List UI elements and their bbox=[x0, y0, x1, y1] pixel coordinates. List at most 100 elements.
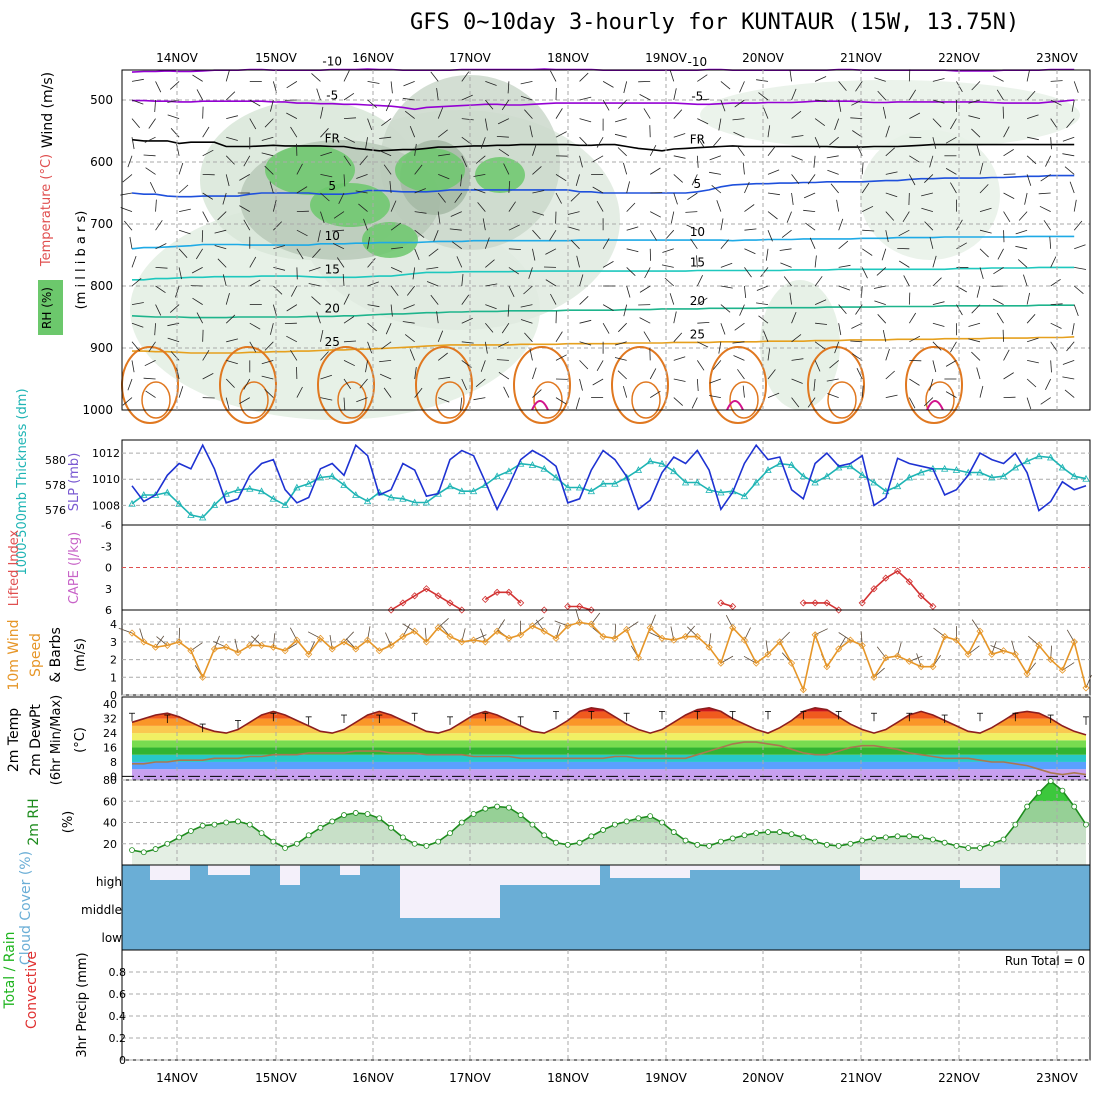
wind-barb bbox=[567, 211, 580, 215]
wind-barb bbox=[403, 304, 415, 310]
wind-speed-series-point bbox=[411, 627, 419, 635]
wind-barb bbox=[358, 203, 368, 212]
isotherm-label: -5 bbox=[691, 89, 703, 103]
lifted-index-series-point bbox=[411, 592, 419, 600]
wind-speed-series-point bbox=[387, 641, 395, 649]
lifted-index-series-point bbox=[835, 606, 843, 614]
rh-series-point bbox=[187, 828, 194, 834]
wind-barb bbox=[1017, 259, 1028, 268]
wind-barb bbox=[191, 267, 203, 274]
temp-band bbox=[132, 754, 1086, 762]
rh-series-point bbox=[388, 824, 395, 831]
temp-band bbox=[132, 761, 1086, 770]
wind-barb bbox=[290, 285, 298, 297]
wind-barb bbox=[475, 155, 486, 164]
warm-contour bbox=[533, 381, 563, 419]
wind-barb bbox=[579, 319, 592, 324]
rh-series-point bbox=[246, 821, 253, 828]
wind-barb bbox=[623, 162, 628, 175]
wind-barb bbox=[1045, 155, 1052, 167]
wind-barb bbox=[249, 99, 261, 107]
wind-barb bbox=[851, 322, 863, 329]
wind-barb bbox=[809, 237, 816, 249]
wind-barb bbox=[320, 151, 333, 157]
wind-barb bbox=[426, 281, 439, 287]
wind-barb bbox=[485, 304, 497, 310]
isotherm-label: FR bbox=[325, 132, 340, 146]
wind-barb bbox=[1073, 304, 1079, 317]
rh-series-point bbox=[399, 834, 406, 841]
wind-barb bbox=[602, 238, 610, 249]
wind-barb bbox=[155, 220, 163, 231]
wind-barb bbox=[873, 285, 886, 289]
warm-contour bbox=[141, 381, 171, 419]
temperature-axis-label: Temperature (°C) bbox=[39, 154, 54, 267]
wind-barb bbox=[791, 378, 803, 384]
wind-barb bbox=[367, 322, 377, 332]
wind-barb bbox=[739, 304, 745, 316]
wind-barb bbox=[497, 118, 510, 125]
wind-speed-series-point bbox=[882, 654, 890, 662]
wind-barb bbox=[367, 341, 373, 354]
wind-barb bbox=[592, 155, 604, 163]
wind-barb bbox=[532, 367, 537, 380]
lifted-index-series-point bbox=[858, 599, 866, 607]
rh-series bbox=[131, 780, 1087, 854]
wind-barb bbox=[192, 74, 203, 82]
warm-contour bbox=[631, 381, 661, 419]
thickness-series-point bbox=[893, 482, 902, 490]
rh-series-point bbox=[977, 845, 983, 851]
wind-barb bbox=[169, 304, 180, 313]
wind-barb bbox=[623, 81, 628, 94]
wind-barb bbox=[225, 155, 235, 165]
wind-barb bbox=[709, 155, 722, 161]
date-label-bottom: 21NOV bbox=[840, 1071, 882, 1085]
wind-barb bbox=[496, 359, 509, 361]
wind-barb bbox=[979, 229, 992, 234]
hot-contour bbox=[531, 400, 549, 411]
isotherm-label: 15 bbox=[325, 262, 340, 276]
wind-speed-series-point bbox=[858, 641, 866, 649]
wind-barb bbox=[202, 373, 214, 380]
wind-barb bbox=[120, 207, 133, 212]
wind-barb bbox=[814, 276, 823, 287]
wind-speed-series-point bbox=[752, 659, 760, 667]
wind-barb bbox=[976, 144, 981, 156]
wind-barb bbox=[331, 229, 345, 232]
wind-barb bbox=[885, 211, 895, 221]
wind-barb bbox=[733, 131, 745, 138]
date-label-bottom: 16NOV bbox=[352, 1071, 394, 1085]
rh-series-point bbox=[164, 840, 171, 847]
wind-barb bbox=[475, 378, 486, 388]
rh-tick-label: 60 bbox=[103, 795, 117, 808]
rh-series-point bbox=[447, 830, 453, 837]
wind-barb bbox=[524, 109, 533, 119]
wind-barb bbox=[861, 285, 863, 299]
wind-barb bbox=[690, 238, 698, 250]
wind-barb bbox=[756, 285, 769, 291]
wind-barb bbox=[898, 229, 910, 237]
wind-barb bbox=[618, 99, 627, 109]
wind-barb bbox=[639, 317, 651, 324]
thickness-series-point bbox=[458, 487, 466, 495]
wind-barb bbox=[803, 209, 816, 212]
wind-barb bbox=[779, 248, 792, 251]
thickness-series-point bbox=[646, 457, 654, 465]
wind-barb bbox=[202, 211, 209, 223]
wind-speed-series-point bbox=[399, 632, 407, 641]
wind-barb bbox=[979, 248, 989, 258]
wind-barb bbox=[131, 277, 142, 287]
wind-barb bbox=[1074, 267, 1087, 270]
wind-speed-series-point bbox=[787, 659, 796, 667]
wind-barb bbox=[791, 334, 802, 343]
wind-barb bbox=[532, 144, 537, 156]
isotherm--5 bbox=[132, 99, 1075, 111]
thickness-series-point bbox=[799, 472, 808, 480]
wind-barb bbox=[673, 109, 683, 119]
wind-barb bbox=[1003, 149, 1014, 157]
wind-barb bbox=[932, 277, 942, 287]
thickness-tick-label: 576 bbox=[45, 504, 66, 517]
temp-band bbox=[132, 711, 1086, 719]
wind-barb bbox=[412, 267, 416, 280]
thickness-series-point bbox=[210, 501, 219, 508]
